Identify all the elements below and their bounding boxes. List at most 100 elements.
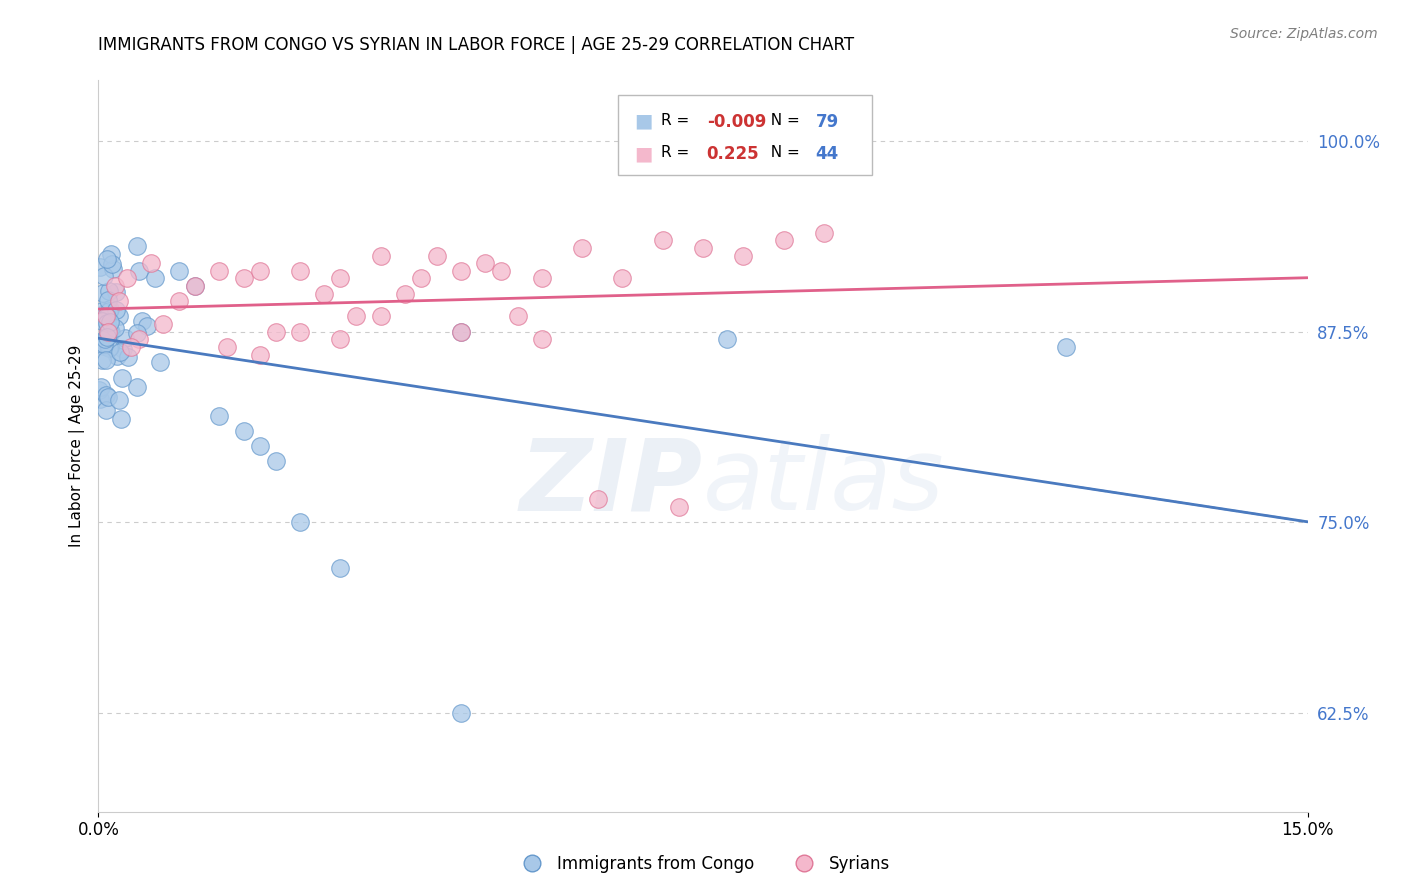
Point [152, 317, 174, 331]
Point [264, 325, 287, 339]
Point [586, 492, 609, 507]
Point [105, 349, 128, 363]
Point [128, 332, 150, 346]
Point [344, 310, 367, 324]
Point [98, 301, 121, 316]
Point [89, 383, 111, 397]
Point [249, 347, 271, 362]
Point [131, 314, 153, 328]
Point [97, 323, 120, 337]
Point [139, 256, 162, 270]
Point [217, 340, 239, 354]
Point [104, 321, 127, 335]
Point [394, 286, 416, 301]
Point [651, 233, 673, 247]
Point [530, 332, 553, 346]
Point [127, 380, 149, 394]
Point [117, 350, 139, 364]
Text: 79: 79 [815, 113, 839, 131]
Point [89, 260, 111, 275]
Point [90, 380, 112, 394]
Point [329, 332, 352, 346]
Point [1054, 340, 1077, 354]
Point [94, 403, 117, 417]
Point [93, 268, 115, 283]
Point [125, 239, 148, 253]
Point [108, 309, 131, 323]
Point [91, 303, 114, 318]
Point [135, 318, 157, 333]
Point [450, 706, 472, 720]
Point [110, 412, 132, 426]
Point [104, 303, 127, 318]
Point [530, 271, 553, 285]
Point [98, 315, 121, 329]
Point [98, 284, 121, 298]
Point [97, 325, 120, 339]
Point [111, 370, 134, 384]
Point [232, 271, 254, 285]
Point [249, 439, 271, 453]
Point [491, 264, 513, 278]
Point [101, 257, 124, 271]
Point [97, 304, 120, 318]
Point [98, 340, 121, 354]
Point [89, 334, 111, 349]
Point [97, 390, 120, 404]
Point [100, 325, 122, 339]
Point [127, 326, 149, 341]
Point [288, 325, 311, 339]
Point [571, 241, 593, 255]
Point [96, 252, 118, 266]
Point [93, 334, 115, 348]
Point [107, 294, 129, 309]
Point [90, 314, 112, 328]
Point [426, 248, 449, 262]
Text: atlas: atlas [703, 434, 945, 531]
Point [97, 320, 120, 334]
Point [288, 264, 311, 278]
Point [167, 264, 190, 278]
Point [167, 294, 190, 309]
Point [208, 264, 231, 278]
Point [474, 256, 496, 270]
Point [111, 343, 134, 357]
Point [409, 271, 432, 285]
Point [733, 248, 755, 262]
Point [100, 247, 122, 261]
Point [114, 331, 136, 345]
Y-axis label: In Labor Force | Age 25-29: In Labor Force | Age 25-29 [69, 345, 84, 547]
Point [813, 226, 835, 240]
Text: R =: R = [661, 145, 693, 160]
Point [184, 279, 207, 293]
Text: N =: N = [761, 145, 804, 160]
Point [115, 271, 138, 285]
Text: 44: 44 [815, 145, 839, 162]
Point [94, 332, 117, 346]
Point [288, 515, 311, 529]
Point [208, 409, 231, 423]
Point [370, 310, 392, 324]
Point [94, 353, 117, 368]
Point [329, 271, 352, 285]
Point [93, 337, 115, 351]
Point [314, 286, 336, 301]
Point [103, 261, 125, 276]
Point [108, 344, 131, 359]
Text: R =: R = [661, 113, 693, 128]
Text: 0.225: 0.225 [707, 145, 759, 162]
Point [143, 271, 166, 285]
Point [89, 392, 111, 406]
Text: IMMIGRANTS FROM CONGO VS SYRIAN IN LABOR FORCE | AGE 25-29 CORRELATION CHART: IMMIGRANTS FROM CONGO VS SYRIAN IN LABOR… [98, 36, 855, 54]
Point [96, 310, 118, 324]
Point [772, 233, 794, 247]
Point [450, 264, 472, 278]
Point [716, 332, 738, 346]
Point [91, 339, 114, 353]
Point [97, 293, 120, 307]
Point [128, 264, 150, 278]
Point [97, 341, 120, 355]
Point [93, 285, 115, 300]
Point [612, 271, 634, 285]
Point [232, 424, 254, 438]
